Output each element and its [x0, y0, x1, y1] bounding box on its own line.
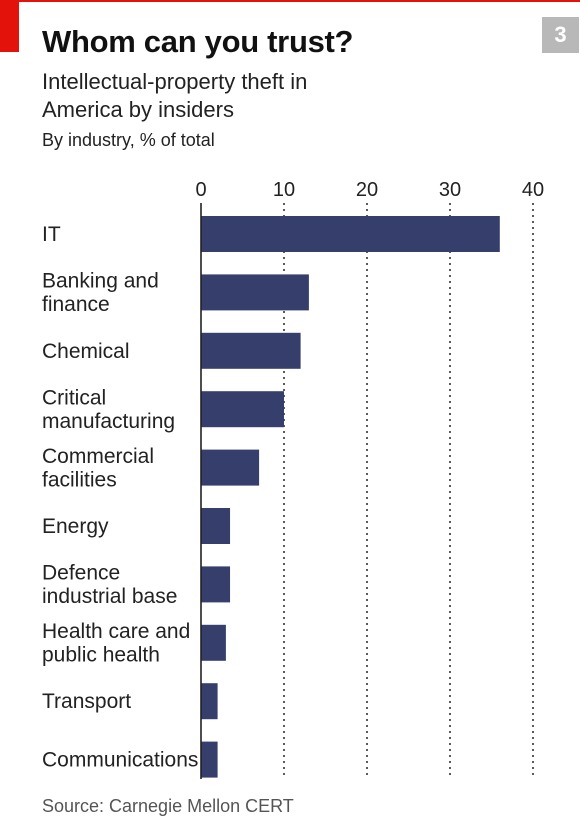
category-label-line: Health care and — [42, 620, 190, 643]
bar — [201, 216, 500, 252]
top-accent-rule — [0, 0, 580, 2]
x-tick-label: 30 — [439, 179, 461, 201]
x-tick-label: 0 — [195, 179, 206, 201]
category-label: Energy — [42, 515, 109, 538]
bar — [201, 741, 218, 778]
category-label: Critical manufacturing — [42, 386, 175, 433]
bar — [201, 683, 218, 720]
bar — [201, 624, 226, 661]
category-label-line: Critical — [42, 386, 106, 409]
x-tick-label: 40 — [522, 179, 544, 201]
category-label: Health care and public health — [42, 620, 190, 667]
category-label: Chemical — [42, 340, 130, 363]
category-label: Communications — [42, 749, 198, 772]
category-label-line: Transport — [42, 690, 131, 713]
category-label-line: IT — [42, 223, 61, 246]
red-corner-tag — [0, 0, 19, 52]
category-label-line: Banking and — [42, 270, 159, 293]
category-label-line: manufacturing — [42, 410, 175, 433]
category-label: Defence industrial base — [42, 562, 177, 609]
chart-unit-label: By industry, % of total — [42, 130, 215, 150]
source-note: Source: Carnegie Mellon CERT — [42, 796, 294, 816]
category-label-line: Communications — [42, 749, 198, 772]
category-label-line: Chemical — [42, 340, 130, 363]
category-label-line: Defence — [42, 562, 120, 585]
bar — [201, 391, 284, 428]
bar — [201, 274, 309, 311]
bar — [201, 332, 301, 369]
category-label-line: Commercial — [42, 445, 154, 468]
category-label-line: industrial base — [42, 585, 177, 608]
chart-title: Whom can you trust? — [42, 24, 354, 59]
category-label-line: finance — [42, 293, 110, 316]
category-label-line: Energy — [42, 515, 109, 538]
category-label: Transport — [42, 690, 131, 713]
category-label: Banking and finance — [42, 270, 159, 317]
category-label: Commercial facilities — [42, 445, 154, 492]
category-label-line: public health — [42, 644, 160, 667]
x-tick-label: 20 — [356, 179, 378, 201]
chart-number-badge: 3 — [542, 17, 579, 53]
bar — [201, 566, 231, 603]
category-label-line: facilities — [42, 468, 117, 491]
chart-subtitle: Intellectual-property theft in America b… — [42, 69, 308, 122]
category-label: IT — [42, 223, 61, 246]
bar — [201, 449, 260, 486]
bar — [201, 508, 231, 544]
x-tick-label: 10 — [273, 179, 295, 201]
